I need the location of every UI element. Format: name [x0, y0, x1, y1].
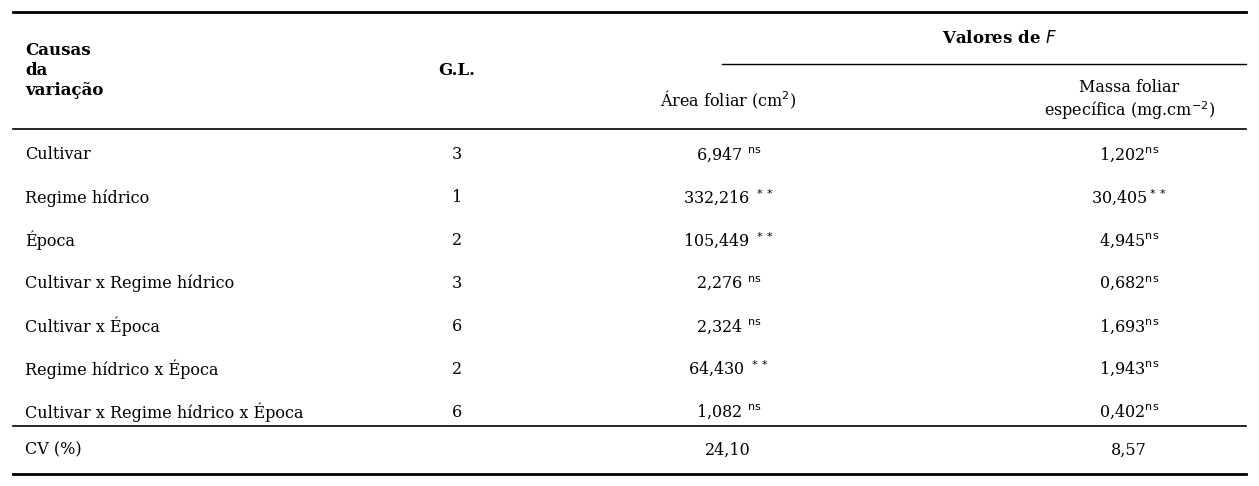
- Text: 332,216 $^{\rm **}$: 332,216 $^{\rm **}$: [682, 188, 773, 208]
- Text: 2,276 $^{\rm ns}$: 2,276 $^{\rm ns}$: [695, 275, 760, 293]
- Text: Área foliar (cm$^2$): Área foliar (cm$^2$): [660, 89, 797, 111]
- Text: Época: Época: [25, 231, 76, 250]
- Text: 1,693$^{\rm ns}$: 1,693$^{\rm ns}$: [1099, 317, 1160, 335]
- Text: Cultivar: Cultivar: [25, 146, 91, 163]
- Text: 1,943$^{\rm ns}$: 1,943$^{\rm ns}$: [1099, 360, 1160, 379]
- Text: 3: 3: [452, 146, 462, 163]
- Text: 0,402$^{\rm ns}$: 0,402$^{\rm ns}$: [1099, 403, 1160, 421]
- Text: 30,405$^{\rm **}$: 30,405$^{\rm **}$: [1092, 188, 1167, 208]
- Text: Causas
da
variação: Causas da variação: [25, 42, 103, 99]
- Text: Cultivar x Época: Cultivar x Época: [25, 316, 160, 336]
- Text: 1,082 $^{\rm ns}$: 1,082 $^{\rm ns}$: [695, 403, 760, 421]
- Text: 8,57: 8,57: [1112, 442, 1147, 459]
- Text: 2: 2: [452, 361, 462, 378]
- Text: 6,947 $^{\rm ns}$: 6,947 $^{\rm ns}$: [695, 146, 760, 164]
- Text: 2,324 $^{\rm ns}$: 2,324 $^{\rm ns}$: [695, 317, 760, 335]
- Text: 2: 2: [452, 232, 462, 249]
- Text: Regime hídrico: Regime hídrico: [25, 189, 149, 207]
- Text: Massa foliar
específica (mg.cm$^{-2}$): Massa foliar específica (mg.cm$^{-2}$): [1044, 79, 1215, 122]
- Text: 1: 1: [452, 189, 462, 206]
- Text: 0,682$^{\rm ns}$: 0,682$^{\rm ns}$: [1099, 275, 1160, 293]
- Text: Cultivar x Regime hídrico: Cultivar x Regime hídrico: [25, 275, 234, 292]
- Text: Regime hídrico x Época: Regime hídrico x Época: [25, 360, 218, 379]
- Text: 24,10: 24,10: [705, 442, 752, 459]
- Text: 64,430 $^{\rm **}$: 64,430 $^{\rm **}$: [687, 359, 768, 379]
- Text: Valores de $F$: Valores de $F$: [942, 30, 1058, 47]
- Text: CV (%): CV (%): [25, 442, 82, 459]
- Text: 1,202$^{\rm ns}$: 1,202$^{\rm ns}$: [1099, 146, 1160, 164]
- Text: Cultivar x Regime hídrico x Época: Cultivar x Regime hídrico x Época: [25, 402, 303, 422]
- Text: 6: 6: [452, 318, 462, 335]
- Text: 3: 3: [452, 275, 462, 292]
- Text: 4,945$^{\rm ns}$: 4,945$^{\rm ns}$: [1099, 231, 1160, 250]
- Text: 6: 6: [452, 403, 462, 420]
- Text: G.L.: G.L.: [438, 62, 475, 79]
- Text: 105,449 $^{\rm **}$: 105,449 $^{\rm **}$: [682, 230, 773, 251]
